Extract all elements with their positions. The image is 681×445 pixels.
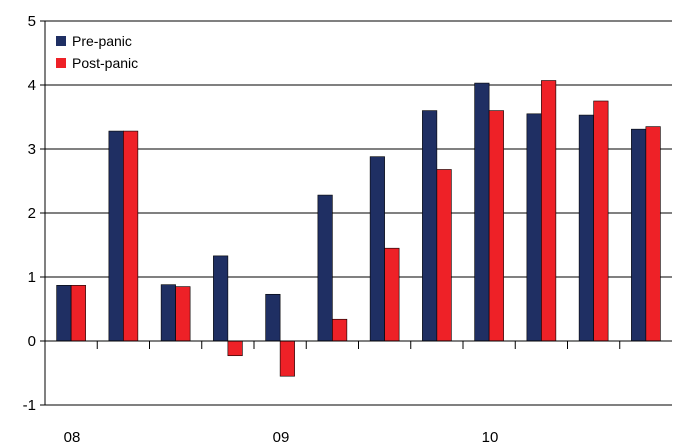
legend-label-post-panic: Post-panic [72,55,138,71]
bar-post-panic [541,80,557,342]
bar-post-panic [279,340,295,377]
bar-post-panic [70,285,86,342]
y-tick-label: 0 [28,333,36,350]
bar-pre-panic [526,113,542,342]
bar-post-panic [436,169,452,342]
y-tick-label: 5 [28,13,36,30]
bar-post-panic [227,340,243,357]
legend-label-pre-panic: Pre-panic [72,33,132,49]
gridlines [45,20,672,406]
bar-pre-panic [265,293,281,342]
bar-post-panic [593,100,609,342]
bar-post-panic [645,126,661,342]
legend: Pre-panic Post-panic [56,33,138,71]
bar-post-panic [332,318,348,342]
bar-pre-panic [160,284,176,342]
y-tick-labels: -1 0 1 2 3 4 5 [23,13,36,414]
bar-post-panic [175,286,191,342]
bar-pre-panic [578,114,594,342]
x-tick-label: 08 [64,429,81,445]
y-tick-label: 1 [28,269,36,286]
y-tick-label: 3 [28,141,36,158]
bar-pre-panic [56,285,72,342]
y-tick-label: 4 [28,77,36,94]
bar-pre-panic [317,194,333,342]
y-tick-label: -1 [23,397,36,414]
bar-post-panic [384,247,400,342]
bars [56,80,661,377]
bar-pre-panic [422,110,438,342]
bar-post-panic [488,110,504,342]
x-tick-labels: 08 09 10 [64,429,499,445]
axes [40,20,672,406]
x-tick-label: 09 [273,429,290,445]
bar-pre-panic [108,130,124,342]
bar-post-panic [123,130,139,342]
legend-swatch-post-panic [56,58,66,68]
bar-pre-panic [213,255,229,342]
bar-pre-panic [369,156,385,342]
legend-swatch-pre-panic [56,36,66,46]
x-tick-label: 10 [482,429,499,445]
bar-pre-panic [631,128,647,342]
bar-pre-panic [474,82,490,342]
y-tick-label: 2 [28,205,36,222]
